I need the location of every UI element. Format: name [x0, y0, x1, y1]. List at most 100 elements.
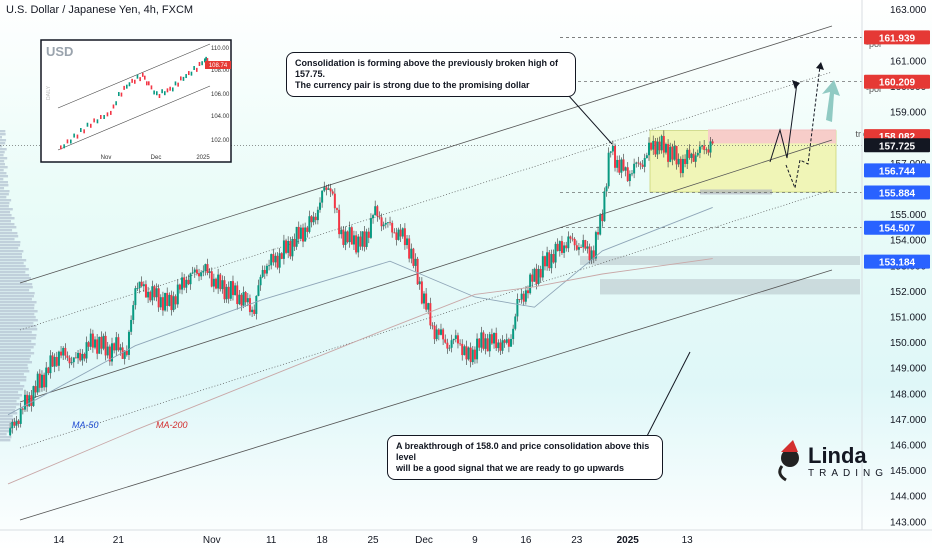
- x-tick-label: Dec: [415, 535, 433, 546]
- candle-body: [582, 240, 585, 248]
- time-axis: 14 21 Nov 11 18 25 Dec 9 16 23 2025 13: [0, 529, 932, 546]
- ma50-label: MA-50: [72, 420, 99, 430]
- volume-profile-bar: [0, 337, 36, 340]
- volume-profile-bar: [0, 334, 37, 337]
- volume-profile-bar: [0, 382, 21, 385]
- candle-body: [102, 335, 105, 349]
- inset-candle: [193, 66, 195, 71]
- volume-profile-bar: [0, 202, 10, 205]
- inset-candle: [80, 128, 82, 133]
- candle-body: [454, 335, 457, 339]
- volume-profile-bar: [0, 328, 38, 331]
- inset-candle: [158, 93, 161, 98]
- projection-path-1: [769, 82, 798, 163]
- inset-y-tick: 106.00: [211, 92, 230, 98]
- candle-body: [635, 162, 638, 164]
- candle-body: [274, 255, 277, 263]
- candle-body: [677, 158, 680, 165]
- candle-body: [580, 247, 583, 248]
- volume-profile-bar: [0, 139, 7, 142]
- candle-body: [667, 144, 670, 162]
- candle-body: [592, 250, 595, 259]
- volume-profile-bar: [0, 304, 35, 307]
- candle-body: [469, 347, 472, 363]
- volume-profile-bar: [0, 379, 27, 382]
- candle-body: [191, 272, 194, 274]
- candle-body: [257, 285, 260, 296]
- inset-candle: [96, 119, 99, 124]
- volume-profile-bar: [0, 247, 19, 250]
- volume-profile-bar: [0, 418, 14, 421]
- candle-body: [219, 274, 222, 290]
- volume-profile-bar: [0, 145, 3, 148]
- volume-profile-bar: [0, 262, 24, 265]
- candle-body: [234, 285, 237, 296]
- candle-body: [546, 252, 549, 267]
- candle-body: [72, 357, 75, 363]
- candle-body: [85, 342, 88, 359]
- candle-body: [23, 394, 26, 410]
- candle-body: [100, 336, 103, 349]
- candle-body: [554, 243, 557, 263]
- candle-body: [518, 298, 521, 300]
- volume-profile-bar: [0, 160, 5, 163]
- candle-body: [631, 173, 633, 175]
- price-tag-bg: [864, 254, 930, 269]
- channel-upper: [19, 25, 833, 284]
- candle-body: [202, 270, 205, 273]
- volume-profile-bar: [0, 178, 4, 181]
- volume-profile-bar: [0, 373, 24, 376]
- candle-body: [106, 346, 109, 356]
- candle-body: [236, 285, 239, 305]
- candle-body: [170, 294, 173, 311]
- candle-body: [609, 151, 612, 153]
- candle-body: [11, 421, 14, 429]
- inset-chart: USD 110.00 108.00 106.00 104.00 102.00 108.74 N…: [40, 39, 232, 163]
- candle-body: [639, 163, 642, 165]
- candle-body: [378, 216, 381, 218]
- candle-body: [98, 336, 101, 354]
- candle-body: [268, 265, 271, 267]
- x-tick-label: 2025: [617, 535, 640, 546]
- chart-title: U.S. Dollar / Japanese Yen, 4h, FXCM: [6, 4, 194, 16]
- inset-x-tick: 2025: [196, 155, 210, 161]
- candle-body: [204, 264, 207, 271]
- candle-body: [701, 145, 704, 147]
- candle-body: [418, 281, 421, 285]
- inset-candle: [136, 74, 139, 79]
- candle-body: [401, 228, 404, 237]
- candle-body: [142, 284, 145, 287]
- volume-profile-bar: [0, 319, 38, 322]
- candle-body: [74, 357, 77, 359]
- volume-profile-bar: [0, 436, 12, 439]
- volume-profile-bar: [0, 361, 32, 364]
- candle-body: [448, 347, 451, 349]
- inset-candle: [123, 85, 125, 90]
- candle-body: [614, 145, 617, 168]
- volume-profile-bar: [0, 415, 13, 418]
- candle-body: [480, 332, 483, 348]
- candle-body: [658, 141, 661, 151]
- candle-body: [442, 329, 445, 340]
- volume-profile-bar: [0, 142, 6, 145]
- inset-candle: [131, 78, 133, 83]
- candle-body: [654, 140, 657, 155]
- candle-body: [671, 146, 674, 160]
- candle-body: [435, 329, 438, 340]
- volume-profile-bar: [0, 349, 31, 352]
- candle-body: [652, 140, 655, 150]
- candle-body: [484, 338, 487, 349]
- volume-profile-bar: [0, 286, 33, 289]
- candle-body: [662, 135, 665, 153]
- inset-candle: [148, 81, 150, 86]
- candle-body: [698, 146, 701, 153]
- inset-candle: [156, 91, 158, 96]
- inset-candle: [126, 84, 128, 89]
- candle-body: [263, 269, 266, 274]
- candle-body: [229, 281, 232, 299]
- volume-profile-bar: [0, 241, 21, 244]
- candle-body: [81, 353, 84, 361]
- candle-body: [594, 232, 597, 259]
- channel-dotted-lower: [19, 189, 833, 449]
